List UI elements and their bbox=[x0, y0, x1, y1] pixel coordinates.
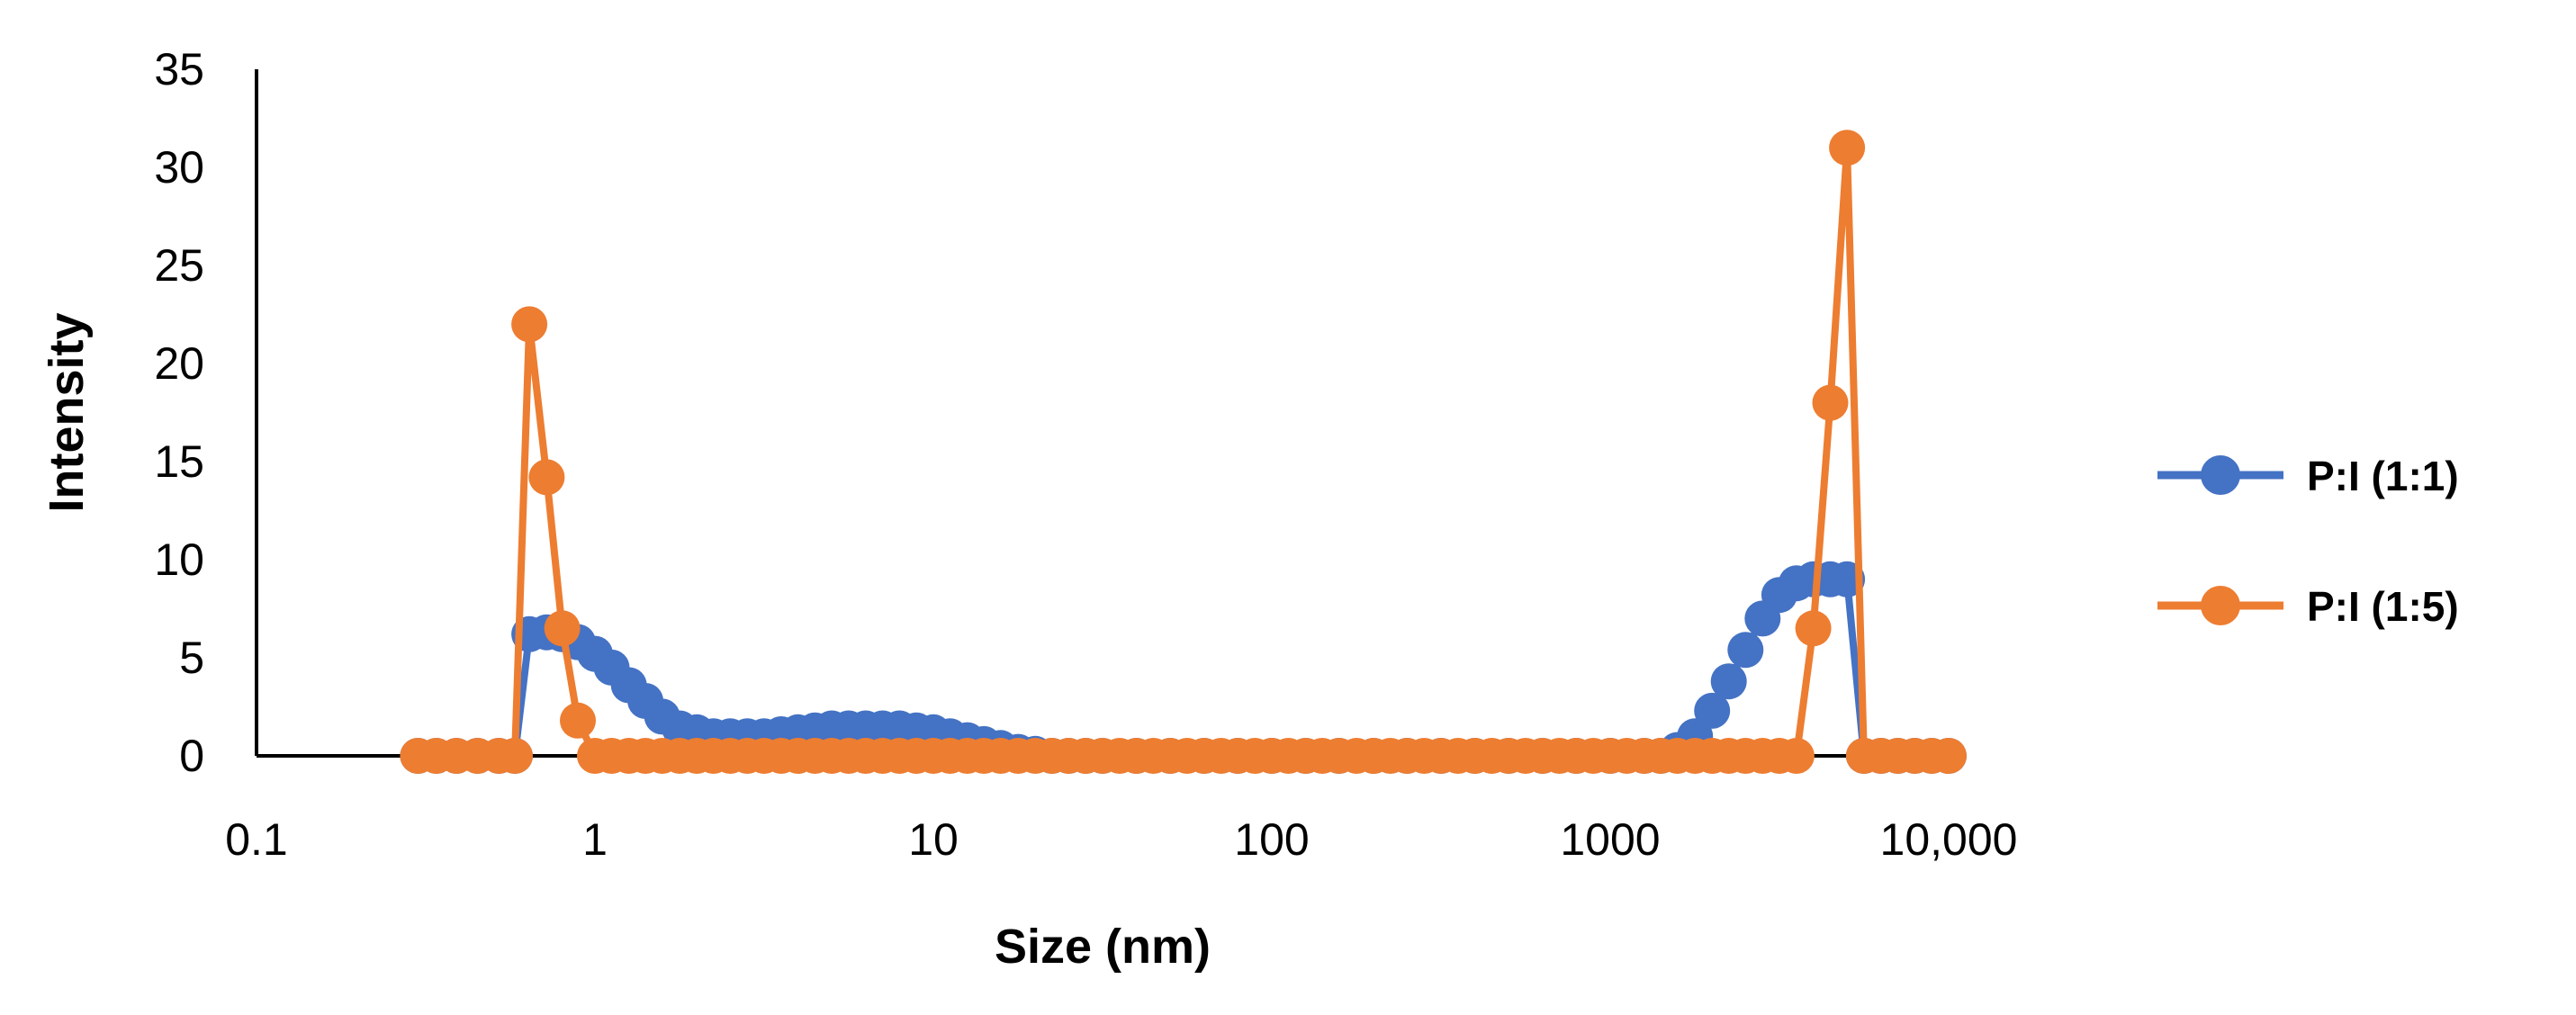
legend-label: P:I (1:5) bbox=[2307, 583, 2459, 630]
data-point bbox=[1931, 738, 1967, 774]
legend: P:I (1:1) P:I (1:5) bbox=[2157, 453, 2459, 630]
legend-marker bbox=[2201, 586, 2240, 625]
data-point bbox=[1710, 663, 1747, 700]
x-tick-label: 10,000 bbox=[1880, 814, 2018, 865]
x-tick-label: 10 bbox=[908, 814, 959, 865]
data-point bbox=[560, 702, 596, 739]
y-tick-label: 30 bbox=[154, 142, 204, 193]
legend-marker bbox=[2201, 455, 2240, 495]
x-tick-label: 1000 bbox=[1560, 814, 1660, 865]
y-tick-label: 20 bbox=[154, 338, 204, 389]
legend-item: P:I (1:5) bbox=[2157, 583, 2459, 630]
y-axis-tick-labels: 0 5 10 15 20 25 30 35 bbox=[154, 44, 204, 781]
x-tick-label: 100 bbox=[1234, 814, 1309, 865]
data-point bbox=[1694, 692, 1731, 729]
data-point bbox=[528, 459, 565, 496]
y-axis-title: Intensity bbox=[40, 312, 94, 512]
series-line bbox=[418, 144, 1949, 759]
y-tick-label: 15 bbox=[154, 436, 204, 487]
data-point bbox=[1812, 384, 1849, 421]
data-point bbox=[511, 306, 548, 343]
x-tick-label: 0.1 bbox=[225, 814, 288, 865]
y-tick-label: 25 bbox=[154, 240, 204, 291]
data-series bbox=[400, 130, 1967, 774]
series-2 bbox=[400, 130, 1967, 774]
y-tick-label: 10 bbox=[154, 534, 204, 585]
data-point bbox=[1829, 130, 1866, 166]
legend-label: P:I (1:1) bbox=[2307, 453, 2459, 499]
x-axis-title: Size (nm) bbox=[995, 920, 1211, 974]
legend-item: P:I (1:1) bbox=[2157, 453, 2459, 499]
x-tick-label: 1 bbox=[582, 814, 608, 865]
y-tick-label: 5 bbox=[179, 633, 204, 683]
y-tick-label: 0 bbox=[179, 731, 204, 781]
data-point bbox=[544, 610, 581, 647]
x-axis-tick-labels: 0.1 1 10 100 1000 10,000 bbox=[225, 814, 2017, 865]
data-point bbox=[497, 738, 533, 774]
data-point bbox=[1778, 738, 1815, 774]
data-point bbox=[1727, 632, 1764, 669]
y-tick-label: 35 bbox=[154, 44, 204, 94]
data-point bbox=[1795, 610, 1832, 647]
